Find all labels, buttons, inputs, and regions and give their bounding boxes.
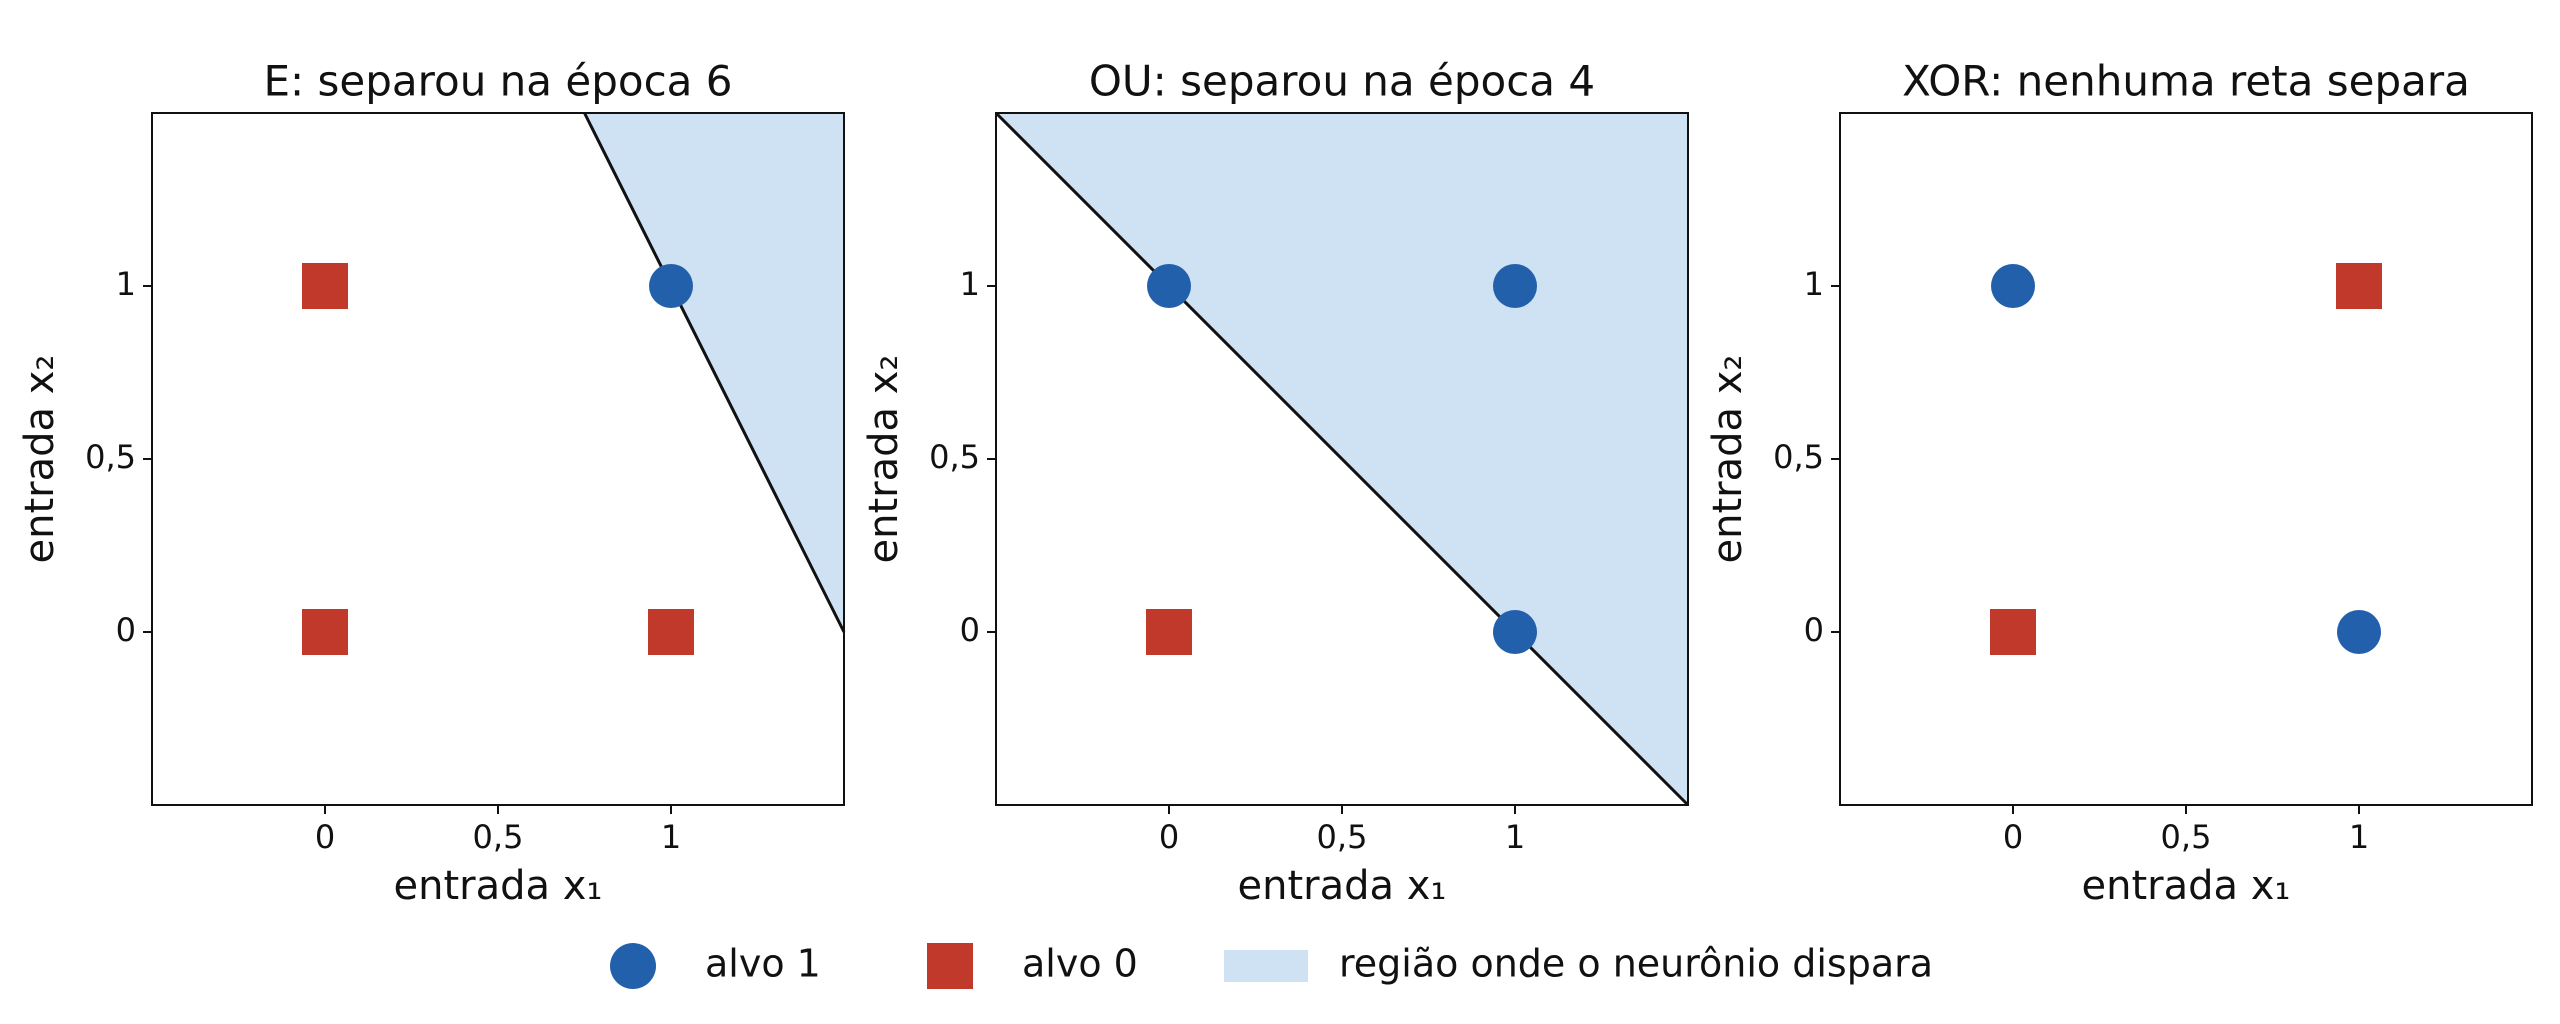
x-tick-label: 0 [315, 818, 335, 856]
point-target-1 [1493, 610, 1537, 654]
x-axis-label: entrada x₁ [2082, 863, 2291, 909]
legend-label: alvo 0 [1022, 942, 1138, 986]
y-axis-label: entrada x₂ [861, 355, 907, 564]
axes-frame [1839, 112, 2533, 806]
point-target-0 [1146, 609, 1192, 655]
y-axis-label: entrada x₂ [1705, 355, 1751, 564]
point-target-1 [649, 264, 693, 308]
y-axis-label: entrada x₂ [17, 355, 63, 564]
x-tick-label: 0,5 [473, 818, 524, 856]
x-axis-label: entrada x₁ [394, 863, 603, 909]
x-tick-label: 0 [1159, 818, 1179, 856]
point-target-0 [302, 263, 348, 309]
x-tick-label: 0,5 [2161, 818, 2212, 856]
point-target-1 [1493, 264, 1537, 308]
x-axis-label: entrada x₁ [1238, 863, 1447, 909]
point-target-0 [1990, 609, 2036, 655]
y-tick-label: 0 [960, 611, 980, 649]
point-target-0 [2336, 263, 2382, 309]
x-tick-label: 1 [1505, 818, 1525, 856]
y-tick-label: 0 [116, 611, 136, 649]
chart-title: XOR: nenhuma reta separa [1902, 57, 2470, 106]
y-tick-label: 0 [1804, 611, 1824, 649]
legend-label: região onde o neurônio dispara [1339, 942, 1933, 986]
y-tick-label: 0,5 [85, 438, 136, 476]
legend-marker [927, 943, 973, 989]
legend-marker [1224, 950, 1308, 982]
decision-boundary [583, 112, 846, 633]
y-tick-label: 0,5 [929, 438, 980, 476]
x-tick-label: 1 [2349, 818, 2369, 856]
legend-marker [610, 943, 656, 989]
y-tick-label: 1 [116, 265, 136, 303]
point-target-1 [2337, 610, 2381, 654]
chart-title: E: separou na época 6 [264, 57, 733, 106]
legend-label: alvo 1 [705, 942, 821, 986]
y-tick-label: 1 [960, 265, 980, 303]
chart-title: OU: separou na época 4 [1089, 57, 1595, 106]
point-target-1 [1991, 264, 2035, 308]
y-tick-label: 0,5 [1773, 438, 1824, 476]
x-tick-label: 0,5 [1317, 818, 1368, 856]
y-tick-label: 1 [1804, 265, 1824, 303]
x-tick-label: 1 [661, 818, 681, 856]
point-target-0 [302, 609, 348, 655]
point-target-0 [648, 609, 694, 655]
decision-boundary [994, 111, 1690, 807]
x-tick-label: 0 [2003, 818, 2023, 856]
point-target-1 [1147, 264, 1191, 308]
